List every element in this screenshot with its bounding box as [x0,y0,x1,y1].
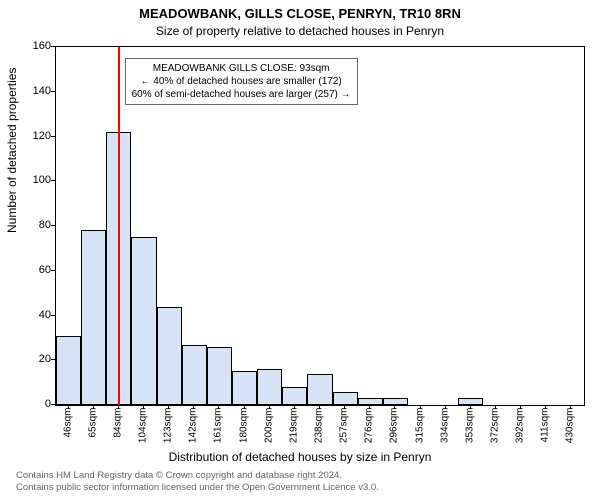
histogram-bar [257,369,282,405]
x-tick-mark [269,405,270,409]
x-tick-label: 200sqm [263,408,274,448]
histogram-bar [333,392,358,405]
y-tick-label: 40 [11,309,51,321]
annotation-box: MEADOWBANK GILLS CLOSE: 93sqm ← 40% of d… [125,58,358,105]
x-tick-label: 84sqm [112,408,123,448]
x-tick-label: 161sqm [213,408,224,448]
footer-line2: Contains public sector information licen… [16,482,379,494]
x-tick-label: 296sqm [389,408,400,448]
x-tick-label: 276sqm [364,408,375,448]
footer-attribution: Contains HM Land Registry data © Crown c… [16,470,379,495]
x-tick-mark [244,405,245,409]
x-tick-label: 46sqm [62,408,73,448]
x-tick-label: 142sqm [188,408,199,448]
y-tick-label: 120 [11,130,51,142]
annotation-line3: 60% of semi-detached houses are larger (… [132,88,351,101]
chart-title-sub: Size of property relative to detached ho… [0,24,600,38]
x-tick-label: 392sqm [515,408,526,448]
x-tick-label: 372sqm [490,408,501,448]
x-tick-mark [294,405,295,409]
x-tick-label: 353sqm [464,408,475,448]
histogram-bar [358,398,383,405]
histogram-bar [232,371,257,405]
x-tick-label: 123sqm [163,408,174,448]
annotation-line2: ← 40% of detached houses are smaller (17… [132,75,351,88]
x-tick-mark [93,405,94,409]
histogram-bar [56,336,81,405]
x-tick-mark [495,405,496,409]
histogram-bar [458,398,483,405]
x-tick-label: 334sqm [439,408,450,448]
histogram-bar [207,347,232,405]
y-tick-label: 100 [11,174,51,186]
x-tick-mark [394,405,395,409]
histogram-bar [182,345,207,405]
y-tick-label: 140 [11,85,51,97]
x-tick-mark [420,405,421,409]
x-axis-label: Distribution of detached houses by size … [0,450,600,464]
x-tick-mark [545,405,546,409]
x-tick-mark [68,405,69,409]
x-tick-mark [143,405,144,409]
histogram-bar [81,230,106,405]
x-tick-label: 430sqm [565,408,576,448]
x-tick-mark [344,405,345,409]
x-tick-mark [319,405,320,409]
x-tick-label: 104sqm [138,408,149,448]
x-tick-label: 238sqm [314,408,325,448]
x-tick-mark [520,405,521,409]
y-tick-label: 20 [11,353,51,365]
annotation-line1: MEADOWBANK GILLS CLOSE: 93sqm [132,62,351,75]
histogram-bar [307,374,332,405]
y-tick-label: 160 [11,40,51,52]
x-tick-label: 219sqm [288,408,299,448]
histogram-bar [383,398,408,405]
x-tick-mark [218,405,219,409]
x-tick-mark [570,405,571,409]
reference-line [118,47,120,405]
x-tick-label: 180sqm [238,408,249,448]
y-tick-label: 0 [11,398,51,410]
chart-container: MEADOWBANK, GILLS CLOSE, PENRYN, TR10 8R… [0,0,600,500]
x-tick-label: 411sqm [540,408,551,448]
histogram-bar [157,307,182,405]
x-tick-mark [168,405,169,409]
plot-area: MEADOWBANK GILLS CLOSE: 93sqm ← 40% of d… [55,46,585,406]
histogram-bar [131,237,156,405]
x-tick-mark [470,405,471,409]
x-tick-label: 315sqm [414,408,425,448]
x-tick-mark [193,405,194,409]
x-tick-mark [369,405,370,409]
x-tick-label: 257sqm [339,408,350,448]
chart-title-main: MEADOWBANK, GILLS CLOSE, PENRYN, TR10 8R… [0,6,600,21]
histogram-bar [282,387,307,405]
y-tick-label: 60 [11,264,51,276]
x-tick-label: 65sqm [87,408,98,448]
footer-line1: Contains HM Land Registry data © Crown c… [16,470,379,482]
x-tick-mark [445,405,446,409]
x-tick-mark [118,405,119,409]
y-tick-label: 80 [11,219,51,231]
